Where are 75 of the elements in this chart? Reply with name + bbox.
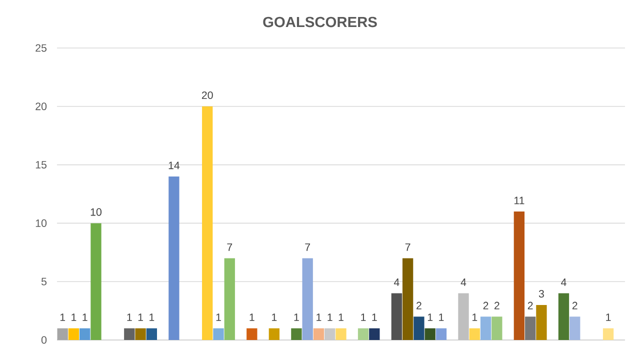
- y-tick-label: 20: [36, 102, 47, 110]
- bar: [369, 328, 380, 340]
- y-tick-label: 25: [36, 44, 47, 52]
- bar: [57, 328, 68, 340]
- bar: [469, 328, 480, 340]
- data-label: 4: [460, 278, 466, 286]
- data-label: 14: [168, 162, 180, 169]
- data-label: 7: [227, 243, 232, 251]
- bar: [536, 304, 547, 340]
- bar: [80, 328, 90, 340]
- bar: [302, 258, 313, 340]
- bar: [524, 316, 536, 340]
- data-label: 1: [127, 313, 132, 321]
- bar: [202, 106, 213, 340]
- data-label: 1: [216, 313, 221, 321]
- y-tick-label: 0: [41, 336, 47, 344]
- data-label: 1: [606, 313, 611, 321]
- data-label: 11: [514, 196, 524, 204]
- bar: [424, 328, 436, 340]
- data-label: 1: [60, 313, 66, 321]
- bar: [246, 328, 258, 340]
- data-label: 4: [561, 278, 566, 286]
- bar: [146, 328, 158, 340]
- bar: [358, 328, 369, 340]
- data-label: 2: [483, 302, 488, 310]
- bar: [514, 211, 525, 340]
- data-label: 20: [202, 91, 213, 99]
- data-label: 4: [394, 278, 400, 286]
- bar: [602, 328, 614, 340]
- bar: [135, 328, 146, 340]
- bar: [313, 328, 324, 340]
- data-label: 1: [72, 313, 76, 321]
- bar: [224, 258, 235, 340]
- bar: [213, 328, 224, 340]
- data-label: 1: [272, 313, 277, 321]
- bar: [90, 223, 102, 340]
- bar: [68, 328, 80, 340]
- data-label: 2: [572, 302, 578, 310]
- data-label: 1: [372, 313, 377, 321]
- data-label: 1: [428, 313, 433, 321]
- bar: [402, 258, 414, 340]
- y-tick-label: 10: [36, 219, 47, 227]
- data-label: 3: [538, 290, 544, 298]
- bar: [570, 316, 580, 340]
- data-label: 1: [472, 313, 478, 321]
- data-label: 2: [416, 302, 422, 310]
- data-label: 1: [439, 313, 444, 321]
- bar: [492, 316, 502, 340]
- y-tick-label: 15: [36, 160, 47, 168]
- data-label: 1: [328, 313, 332, 321]
- data-label: 7: [305, 243, 310, 251]
- data-label: 1: [316, 313, 322, 321]
- data-label: 1: [250, 313, 254, 321]
- data-label: 2: [528, 302, 533, 310]
- data-label: 1: [361, 313, 366, 321]
- bar: [436, 328, 447, 340]
- data-label: 2: [494, 302, 500, 310]
- bar: [558, 293, 570, 340]
- bar: [268, 328, 280, 340]
- bar: [391, 293, 402, 340]
- chart-title: GOALSCORERS: [263, 16, 377, 28]
- bar: [414, 316, 424, 340]
- y-tick-label: 5: [41, 278, 47, 286]
- data-label: 10: [90, 208, 102, 216]
- data-label: 1: [294, 313, 299, 321]
- data-label: 1: [150, 313, 154, 321]
- data-label: 1: [82, 313, 88, 321]
- bar: [480, 316, 492, 340]
- data-label: 1: [138, 313, 143, 321]
- bar: [336, 328, 346, 340]
- data-label: 1: [338, 313, 344, 321]
- bar: [124, 328, 135, 340]
- bar: [168, 176, 180, 340]
- data-label: 7: [405, 243, 410, 251]
- bar: [291, 328, 302, 340]
